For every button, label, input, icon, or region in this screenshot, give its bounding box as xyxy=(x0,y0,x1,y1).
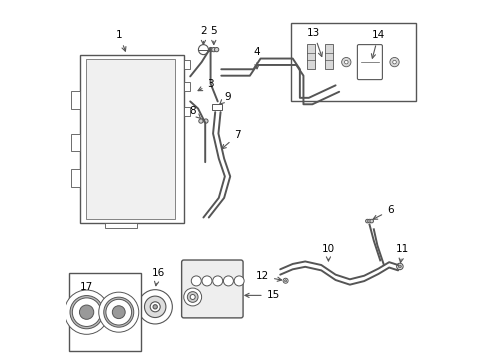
Circle shape xyxy=(208,48,213,52)
Circle shape xyxy=(190,294,195,300)
FancyBboxPatch shape xyxy=(181,260,243,318)
Circle shape xyxy=(344,60,347,64)
Circle shape xyxy=(203,119,207,123)
Text: 13: 13 xyxy=(306,28,322,57)
Circle shape xyxy=(99,292,139,332)
Text: 11: 11 xyxy=(395,244,408,262)
Bar xyxy=(71,169,80,187)
Circle shape xyxy=(389,58,398,67)
Circle shape xyxy=(202,276,212,286)
Text: 12: 12 xyxy=(255,271,281,282)
Circle shape xyxy=(187,292,198,302)
Text: 10: 10 xyxy=(321,244,334,261)
Circle shape xyxy=(64,290,108,334)
Circle shape xyxy=(212,276,222,286)
Bar xyxy=(212,104,221,110)
Text: 8: 8 xyxy=(189,106,201,119)
Text: 3: 3 xyxy=(198,79,213,91)
Circle shape xyxy=(183,288,201,306)
Circle shape xyxy=(283,278,287,283)
Bar xyxy=(183,60,190,69)
Text: 15: 15 xyxy=(244,291,279,300)
Text: 5: 5 xyxy=(210,26,217,45)
Text: 1: 1 xyxy=(116,30,125,51)
Circle shape xyxy=(153,305,157,309)
Bar xyxy=(69,273,141,351)
Bar xyxy=(85,59,175,219)
Circle shape xyxy=(72,298,101,327)
Circle shape xyxy=(284,280,286,282)
Circle shape xyxy=(398,265,401,268)
Circle shape xyxy=(80,305,94,319)
Bar xyxy=(71,91,80,109)
Circle shape xyxy=(214,48,218,52)
Text: 2: 2 xyxy=(200,26,206,45)
Bar xyxy=(80,55,183,223)
Text: 16: 16 xyxy=(151,268,164,286)
Bar xyxy=(290,23,415,102)
Bar xyxy=(306,44,314,69)
Circle shape xyxy=(367,219,370,223)
Circle shape xyxy=(392,60,395,64)
Bar xyxy=(183,107,190,116)
Circle shape xyxy=(70,296,103,329)
Text: 6: 6 xyxy=(372,205,393,219)
Circle shape xyxy=(365,219,368,223)
FancyBboxPatch shape xyxy=(357,45,382,80)
Circle shape xyxy=(211,48,216,52)
Circle shape xyxy=(198,119,203,123)
Circle shape xyxy=(198,45,208,55)
Circle shape xyxy=(369,219,373,223)
Circle shape xyxy=(103,297,134,327)
Circle shape xyxy=(150,302,160,312)
Circle shape xyxy=(396,263,402,270)
Bar xyxy=(183,82,190,91)
Circle shape xyxy=(191,276,201,286)
Text: 9: 9 xyxy=(219,92,230,104)
Bar xyxy=(105,223,137,228)
Bar xyxy=(324,44,332,69)
Circle shape xyxy=(144,296,165,318)
Text: 7: 7 xyxy=(222,130,240,149)
Circle shape xyxy=(112,306,125,319)
Circle shape xyxy=(223,276,233,286)
Text: 17: 17 xyxy=(80,282,93,292)
Circle shape xyxy=(234,276,244,286)
Circle shape xyxy=(106,299,131,325)
Circle shape xyxy=(138,290,172,324)
Text: 4: 4 xyxy=(253,47,260,69)
Circle shape xyxy=(341,58,350,67)
Bar xyxy=(71,134,80,152)
Text: 14: 14 xyxy=(371,30,384,58)
